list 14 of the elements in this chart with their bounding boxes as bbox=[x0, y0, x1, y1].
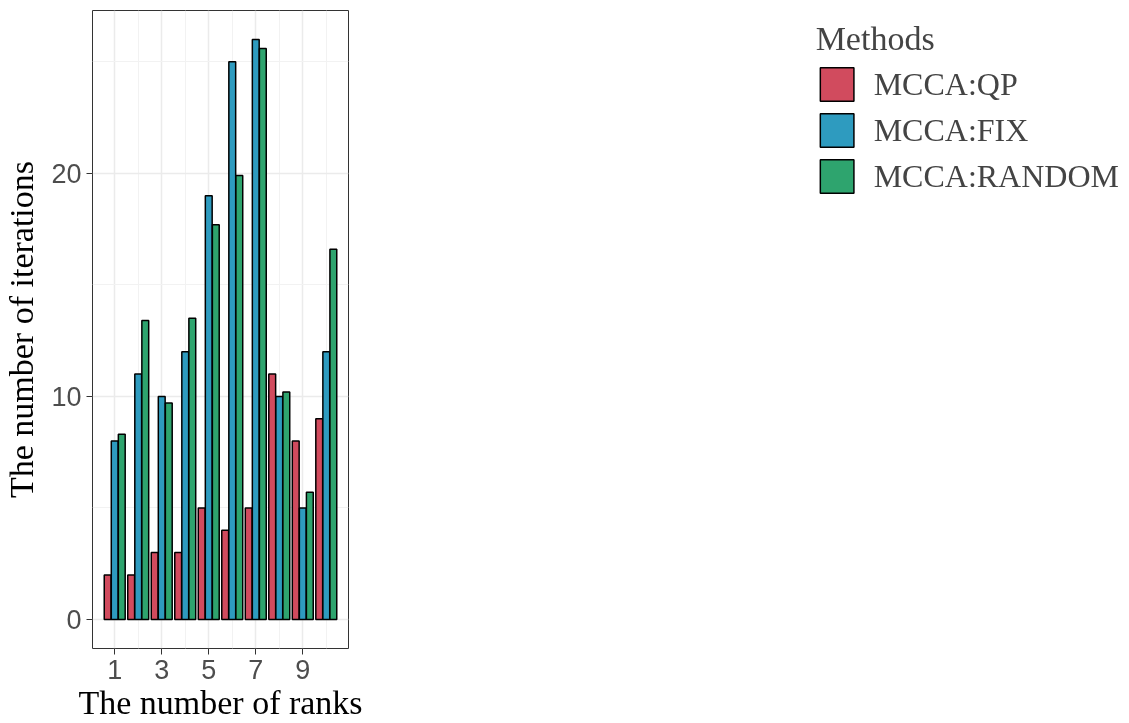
legend-label: MCCA:FIX bbox=[873, 110, 1029, 150]
x-tick-label: 3 bbox=[154, 654, 170, 685]
x-tick-label: 7 bbox=[248, 654, 264, 685]
x-axis-title: The number of ranks bbox=[78, 683, 363, 721]
x-tick-label: 5 bbox=[201, 654, 217, 685]
legend-title: Methods bbox=[815, 20, 936, 58]
x-tick-label: 1 bbox=[107, 654, 123, 685]
y-tick-label: 0 bbox=[66, 605, 82, 635]
legend-label: MCCA:QP bbox=[873, 64, 1018, 104]
y-tick-label: 10 bbox=[51, 381, 82, 412]
x-tick-label: 9 bbox=[295, 654, 311, 685]
y-tick-label: 20 bbox=[51, 158, 82, 189]
y-axis-title: The number of iterations bbox=[3, 160, 41, 499]
legend-label: MCCA:RANDOM bbox=[873, 156, 1119, 196]
